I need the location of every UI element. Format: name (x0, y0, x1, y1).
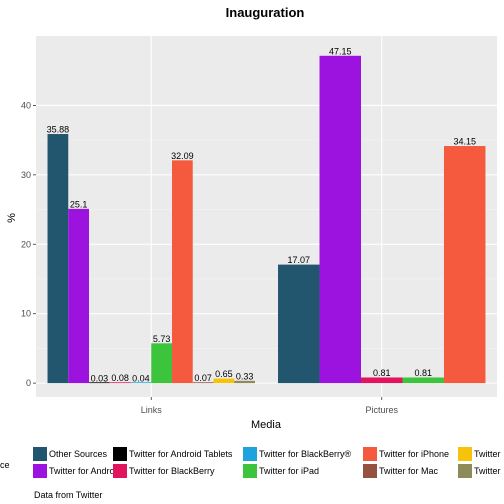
data-label: 0.81 (414, 368, 432, 378)
legend-label: Twitter for BlackBerry® (259, 449, 352, 459)
chart-caption: Data from Twitter (34, 490, 102, 500)
bar (234, 380, 255, 384)
data-label: 0.07 (194, 373, 212, 383)
legend-swatch (458, 464, 472, 478)
y-axis-label: % (6, 213, 18, 223)
bar (278, 264, 320, 384)
bar (130, 382, 152, 384)
legend-swatch (363, 447, 377, 461)
chart-title: Inauguration (226, 5, 305, 20)
legend-label: Twitter for BlackBerry (129, 466, 215, 476)
gridlines (36, 36, 497, 397)
data-label: 0.03 (91, 373, 109, 383)
legend: Other Sources Twitter for Android Twitter … (33, 447, 501, 478)
data-label: 0.08 (111, 373, 129, 383)
y-tick-label: 0 (26, 378, 31, 388)
legend-swatch (458, 447, 472, 461)
legend-label: Twitter for iPad (259, 466, 319, 476)
legend-label: Twitter for Android Tablets (129, 449, 233, 459)
data-label: 0.04 (132, 373, 150, 383)
bar (151, 343, 172, 384)
bar (171, 160, 193, 384)
legend-swatch (113, 447, 127, 461)
y-tick-label: 10 (21, 309, 31, 319)
x-axis-label: Media (251, 419, 282, 431)
bar (109, 382, 131, 384)
y-axis: 0 10 20 30 40 (21, 100, 36, 388)
legend-label: Twitter for Mac (379, 466, 439, 476)
x-tick-label: Pictures (365, 405, 398, 415)
data-label: 0.65 (215, 369, 233, 379)
legend-title: ce (0, 460, 10, 470)
legend-swatch (243, 464, 257, 478)
bar (402, 377, 444, 384)
data-label: 35.88 (47, 125, 70, 135)
data-label: 17.07 (288, 255, 311, 265)
y-tick-label: 30 (21, 170, 31, 180)
bar (89, 382, 110, 384)
legend-label: Twitter for iPhone (379, 449, 449, 459)
bar (443, 146, 486, 384)
legend-swatch (113, 464, 127, 478)
legend-swatch (243, 447, 257, 461)
data-label: 34.15 (453, 137, 476, 147)
data-label: 5.73 (153, 334, 171, 344)
data-label: 25.1 (70, 199, 88, 209)
legend-label: Twitter (474, 449, 501, 459)
bar (319, 55, 362, 384)
legend-label: Other Sources (49, 449, 108, 459)
bar (361, 377, 403, 384)
plot-panel (36, 36, 497, 397)
y-tick-label: 40 (21, 100, 31, 110)
data-label: 32.09 (171, 151, 194, 161)
x-axis: Links Pictures (141, 397, 399, 415)
data-label: 47.15 (329, 46, 352, 56)
bars (47, 55, 486, 384)
bar (68, 208, 90, 384)
bar (192, 382, 214, 384)
data-label: 0.33 (236, 371, 254, 381)
x-tick-label: Links (141, 405, 163, 415)
legend-swatch (363, 464, 377, 478)
legend-swatch (33, 464, 47, 478)
legend-swatch (33, 447, 47, 461)
legend-label: Twitter (474, 466, 501, 476)
bar (47, 134, 69, 384)
bar (213, 378, 235, 384)
data-label: 0.81 (373, 368, 391, 378)
y-tick-label: 20 (21, 239, 31, 249)
legend-label: Twitter for Android (49, 466, 122, 476)
